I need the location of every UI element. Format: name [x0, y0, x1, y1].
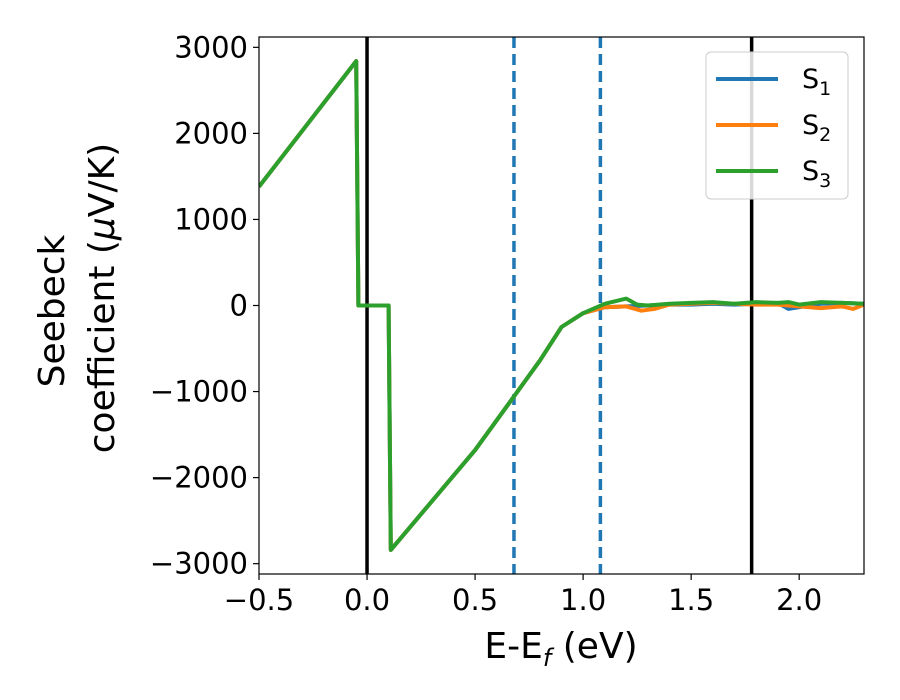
- legend-label-2: S2: [802, 110, 831, 146]
- y-axis-label-line2-pre: coefficient (: [82, 240, 123, 453]
- legend: S1 S2 S3: [705, 51, 849, 200]
- legend-label-3: S3: [802, 156, 831, 192]
- y-tick-label: −3000: [150, 547, 248, 581]
- y-tick-label: −1000: [150, 375, 248, 409]
- x-axis-label-pre: E-E: [484, 626, 542, 667]
- series-lines: [259, 59, 864, 552]
- y-axis-label-line2-post: V/K): [82, 143, 123, 217]
- x-tick-label: 0.0: [344, 583, 390, 617]
- x-tick-label: −0.5: [224, 583, 294, 617]
- x-tick-label: 2.0: [776, 583, 822, 617]
- x-tick-label: 1.5: [668, 583, 714, 617]
- y-tick-label: 2000: [174, 116, 248, 150]
- x-axis-label: E-Ef (eV): [484, 626, 637, 672]
- x-axis-ticks: −0.5 0.0 0.5 1.0 1.5 2.0: [224, 574, 822, 617]
- y-tick-label: 3000: [174, 30, 248, 64]
- y-tick-label: 1000: [174, 202, 248, 236]
- y-axis-label-line2: coefficient (μV/K): [82, 143, 123, 453]
- y-axis-ticks: −3000 −2000 −1000 0 1000 2000 3000: [150, 30, 259, 581]
- y-axis-label-mu: μ: [82, 217, 123, 241]
- series-line-3: [259, 59, 864, 552]
- x-axis-label-post: (eV): [551, 626, 637, 667]
- x-tick-label: 0.5: [452, 583, 498, 617]
- legend-label-1: S1: [802, 64, 831, 100]
- y-axis-label-line1: Seebeck: [32, 234, 73, 387]
- x-tick-label: 1.0: [560, 583, 606, 617]
- y-tick-label: −2000: [150, 461, 248, 495]
- y-tick-label: 0: [230, 289, 248, 323]
